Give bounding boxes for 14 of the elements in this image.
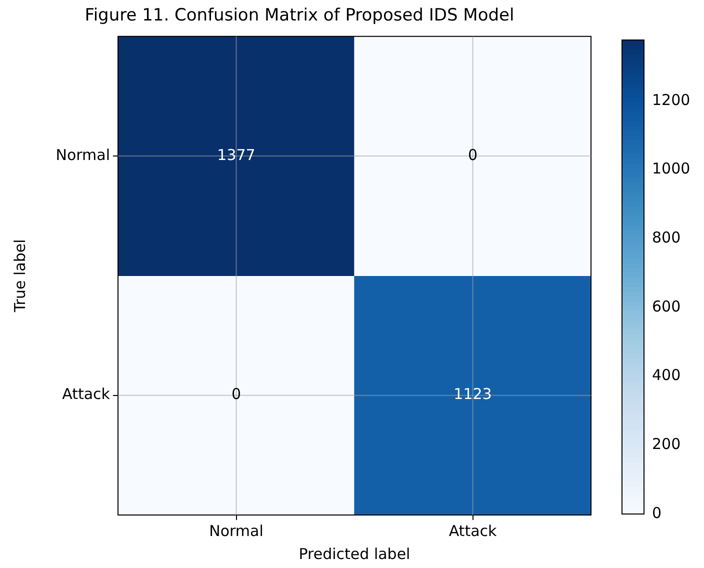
- chart-title: Figure 11. Confusion Matrix of Proposed IDS Model: [84, 6, 514, 26]
- data-label: 1123: [454, 385, 492, 404]
- data-label: 1377: [217, 146, 256, 164]
- color-bar-label: 1200: [652, 90, 690, 109]
- color-bar-label: 1000: [652, 160, 690, 178]
- color-bar-label: 600: [652, 297, 681, 316]
- color-bar-label: 800: [652, 228, 681, 247]
- color-bar-label: 200: [652, 435, 681, 454]
- y-axis-title: True label: [10, 239, 29, 314]
- color-bar-label: 400: [652, 366, 681, 384]
- data-label: 0: [468, 146, 478, 164]
- x-axis-title: Predicted label: [298, 544, 410, 563]
- data-label: 0: [231, 385, 242, 404]
- color-bar-label: 0: [652, 504, 662, 522]
